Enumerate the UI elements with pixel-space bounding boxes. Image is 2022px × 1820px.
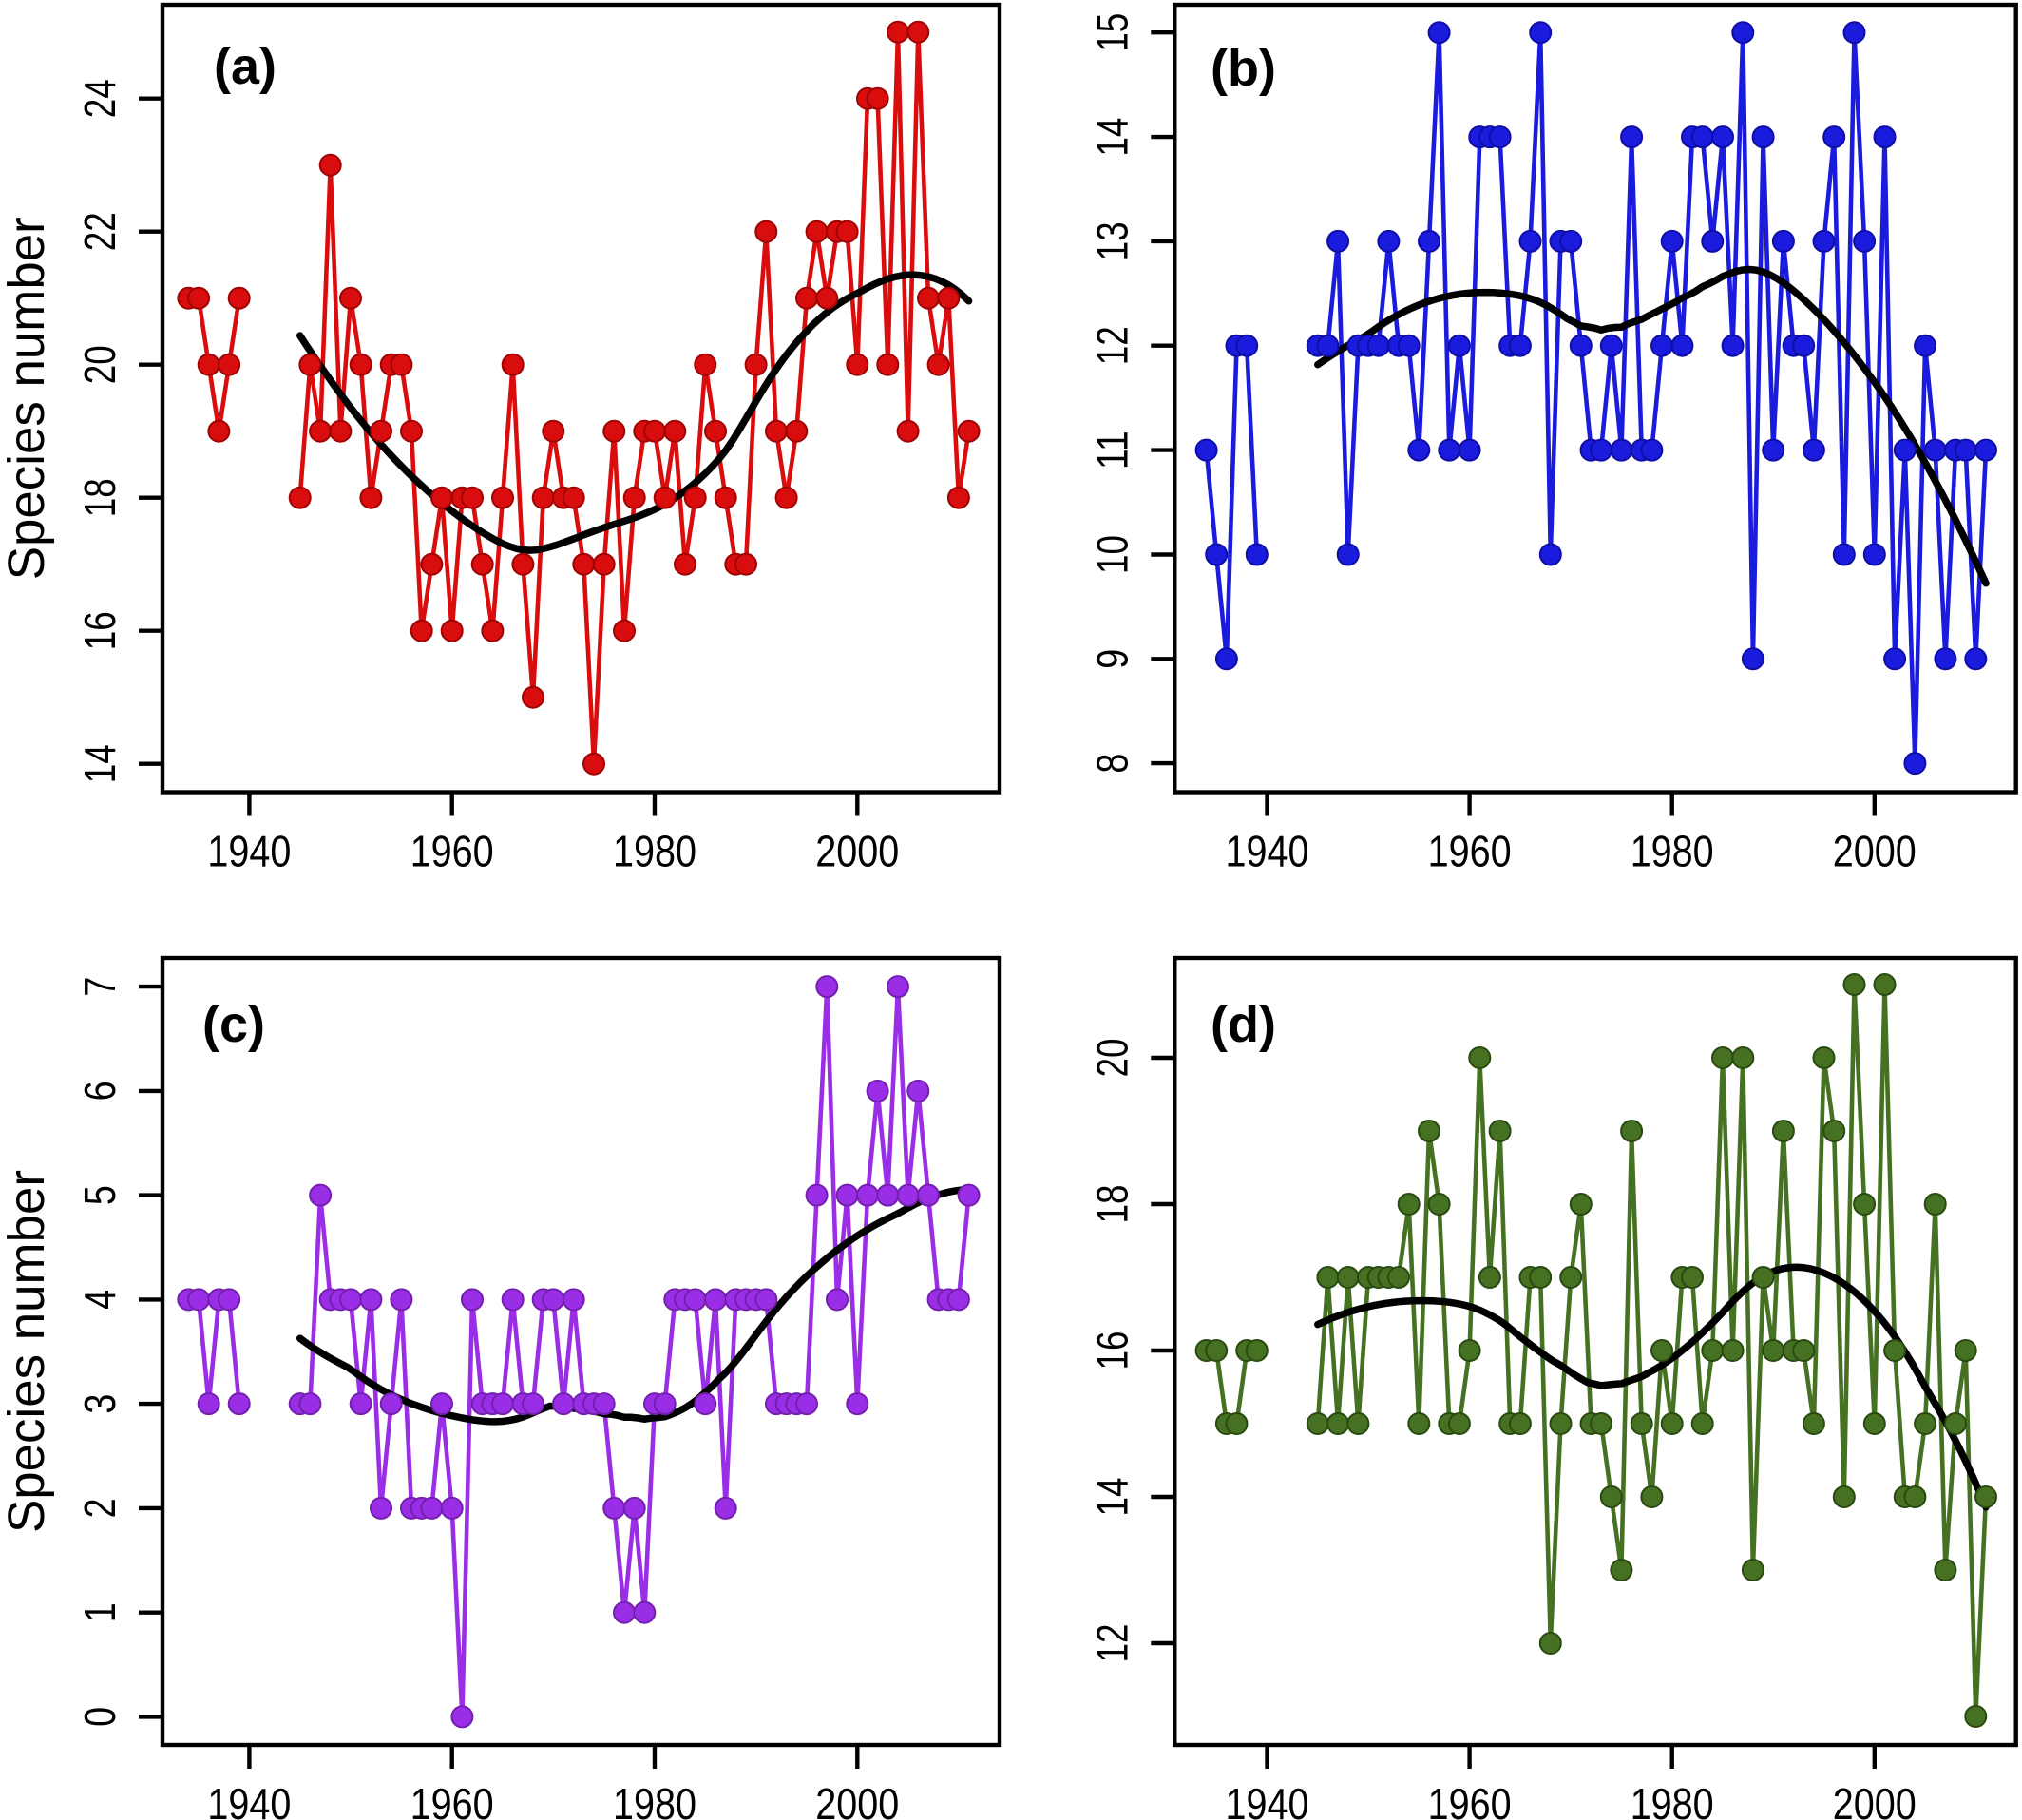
svg-text:1980: 1980 <box>613 827 696 876</box>
svg-text:2: 2 <box>75 1498 124 1518</box>
svg-text:0: 0 <box>75 1707 124 1727</box>
svg-text:4: 4 <box>75 1290 124 1310</box>
svg-text:1940: 1940 <box>207 1779 291 1820</box>
svg-text:2000: 2000 <box>815 1779 899 1820</box>
svg-text:9: 9 <box>1087 649 1136 669</box>
svg-text:20: 20 <box>75 345 124 384</box>
svg-text:16: 16 <box>75 611 124 650</box>
svg-text:2000: 2000 <box>1833 827 1917 876</box>
svg-text:1960: 1960 <box>1428 1779 1512 1820</box>
svg-text:24: 24 <box>75 79 124 118</box>
svg-text:1960: 1960 <box>1428 827 1512 876</box>
svg-text:13: 13 <box>1087 221 1136 260</box>
svg-text:12: 12 <box>1087 1624 1136 1663</box>
svg-text:10: 10 <box>1087 535 1136 574</box>
svg-text:1940: 1940 <box>1226 827 1309 876</box>
svg-text:2000: 2000 <box>815 827 899 876</box>
svg-text:Species number: Species number <box>0 217 55 580</box>
svg-text:14: 14 <box>75 744 124 783</box>
svg-text:14: 14 <box>1087 1478 1136 1517</box>
svg-text:(d): (d) <box>1211 996 1276 1053</box>
svg-text:5: 5 <box>75 1185 124 1205</box>
svg-text:6: 6 <box>75 1081 124 1101</box>
svg-text:1940: 1940 <box>1226 1779 1309 1820</box>
svg-text:11: 11 <box>1087 431 1136 469</box>
svg-text:16: 16 <box>1087 1331 1136 1370</box>
svg-text:8: 8 <box>1087 754 1136 774</box>
svg-text:1960: 1960 <box>410 1779 494 1820</box>
svg-text:2000: 2000 <box>1833 1779 1917 1820</box>
svg-text:1980: 1980 <box>1631 1779 1714 1820</box>
svg-text:1: 1 <box>75 1602 124 1622</box>
svg-text:22: 22 <box>75 212 124 251</box>
svg-text:12: 12 <box>1087 326 1136 365</box>
svg-text:1980: 1980 <box>613 1779 696 1820</box>
svg-text:3: 3 <box>75 1394 124 1414</box>
svg-text:(c): (c) <box>202 996 265 1053</box>
svg-text:(b): (b) <box>1211 40 1276 97</box>
svg-text:(a): (a) <box>214 38 277 95</box>
svg-text:1960: 1960 <box>410 827 494 876</box>
svg-text:15: 15 <box>1087 13 1136 52</box>
svg-text:20: 20 <box>1087 1039 1136 1078</box>
svg-text:1940: 1940 <box>207 827 291 876</box>
svg-text:7: 7 <box>75 977 124 997</box>
svg-text:Species number: Species number <box>0 1170 55 1533</box>
svg-text:18: 18 <box>75 478 124 517</box>
svg-text:18: 18 <box>1087 1185 1136 1224</box>
svg-text:1980: 1980 <box>1631 827 1714 876</box>
svg-text:14: 14 <box>1087 118 1136 157</box>
